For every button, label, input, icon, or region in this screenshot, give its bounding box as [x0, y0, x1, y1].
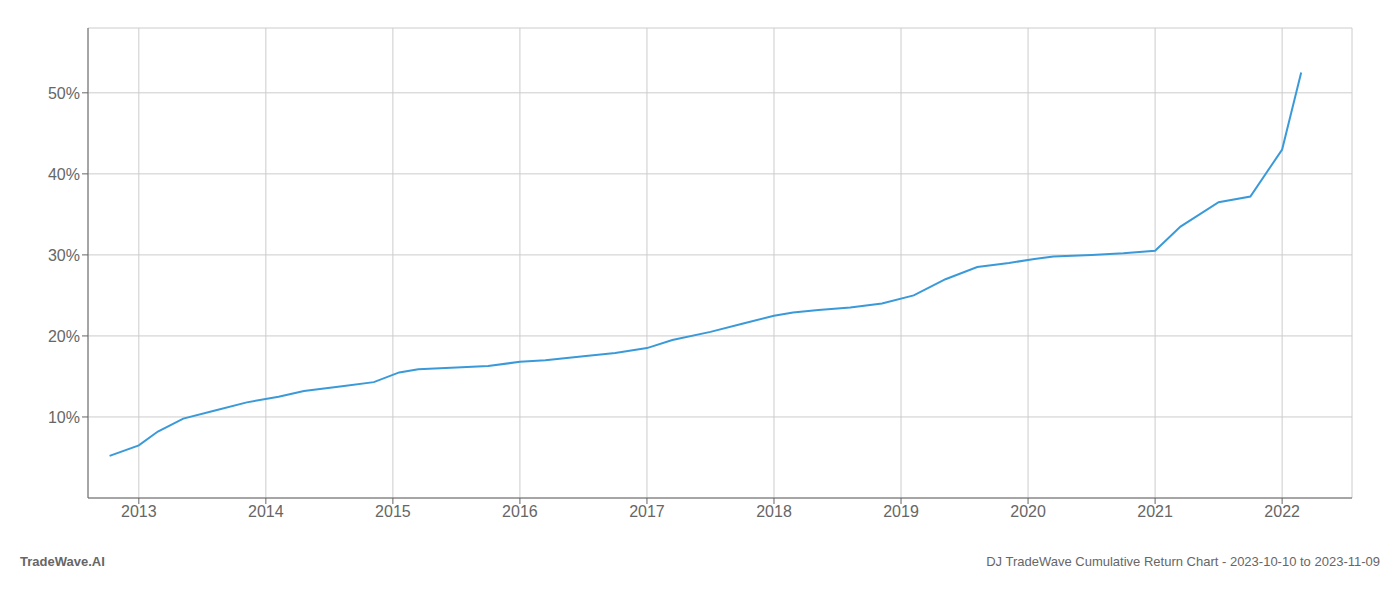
- svg-text:2019: 2019: [883, 503, 919, 520]
- svg-text:20%: 20%: [48, 328, 80, 345]
- svg-text:2014: 2014: [248, 503, 284, 520]
- svg-text:40%: 40%: [48, 166, 80, 183]
- svg-text:2015: 2015: [375, 503, 411, 520]
- svg-text:30%: 30%: [48, 247, 80, 264]
- svg-text:2016: 2016: [502, 503, 538, 520]
- svg-text:50%: 50%: [48, 85, 80, 102]
- svg-text:2020: 2020: [1010, 503, 1046, 520]
- html-text:DJ TradeWave Cumulative Return: DJ TradeWave Cumulative Return Chart - 2…: [986, 554, 1380, 569]
- svg-text:2021: 2021: [1137, 503, 1173, 520]
- html-text:TradeWave.AI: TradeWave.AI: [20, 554, 105, 569]
- svg-text:2013: 2013: [121, 503, 157, 520]
- svg-text:2022: 2022: [1264, 503, 1300, 520]
- svg-text:2018: 2018: [756, 503, 792, 520]
- svg-text:10%: 10%: [48, 409, 80, 426]
- svg-text:2017: 2017: [629, 503, 665, 520]
